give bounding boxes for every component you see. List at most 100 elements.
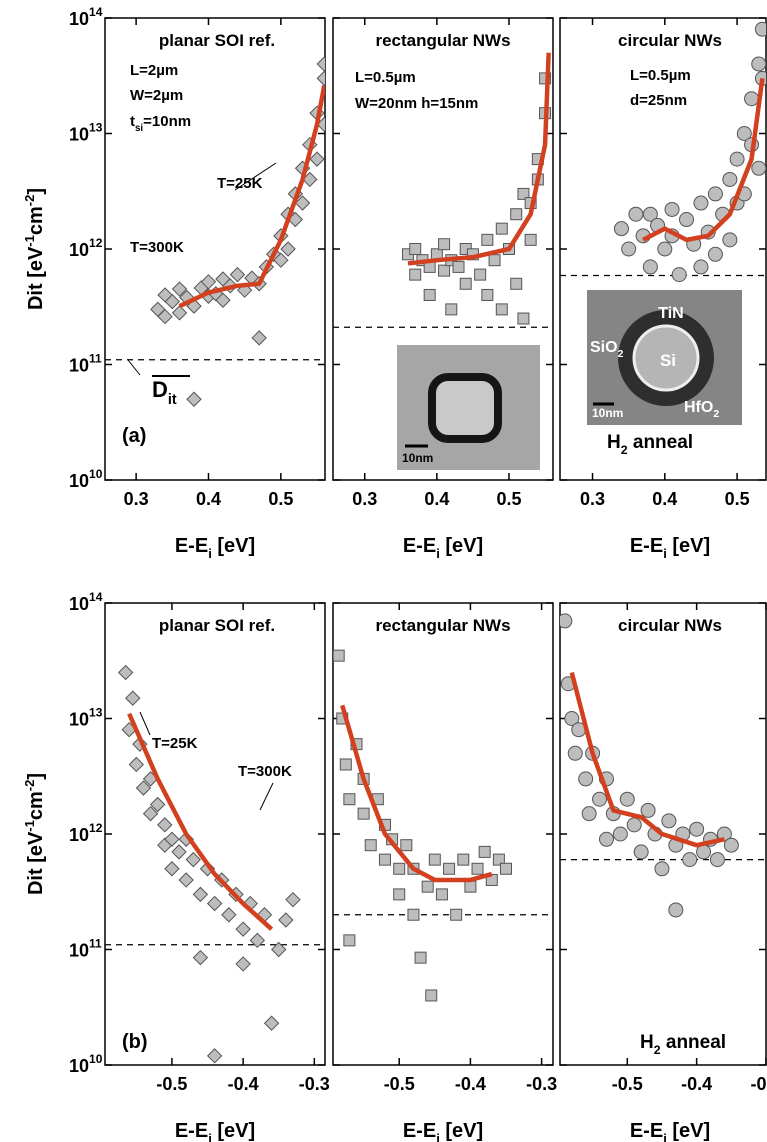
- tick-base: 10: [69, 356, 89, 376]
- point: [357, 807, 370, 820]
- point: [450, 908, 463, 921]
- text-run: [eV]: [212, 1120, 255, 1142]
- tick-exponent: 12: [89, 821, 103, 835]
- point: [723, 837, 739, 853]
- points: [613, 21, 766, 283]
- point: [309, 151, 325, 167]
- text-run: [eV]: [667, 1120, 710, 1142]
- text-run: D: [152, 377, 168, 402]
- annotation: TiN: [658, 305, 683, 322]
- point: [316, 70, 325, 87]
- tick-exponent: 11: [89, 937, 102, 951]
- script-text: 2: [621, 443, 628, 457]
- point: [251, 330, 267, 346]
- point: [414, 951, 427, 964]
- point: [459, 277, 472, 290]
- text-run: [eV]: [440, 1120, 483, 1142]
- panel-title: rectangular NWs: [375, 31, 510, 50]
- point: [488, 254, 501, 267]
- text-run: =10nm: [143, 113, 191, 130]
- point: [510, 277, 523, 290]
- x-axis-label: E-Ei [eV]: [175, 1120, 255, 1142]
- tick-exponent: 12: [89, 236, 103, 250]
- point: [560, 613, 573, 629]
- script-text: -2: [22, 780, 37, 792]
- panel: -0.5 -0.4 -0.3 E-Ei [eV] rectangular NWs: [332, 602, 557, 1142]
- annotation: T=25K: [152, 735, 198, 752]
- script-text: i: [208, 546, 212, 561]
- x-axis-label: E-Ei [eV]: [630, 1120, 710, 1142]
- y-tick-label: 1014: [69, 5, 103, 29]
- tick-base: 10: [69, 941, 89, 961]
- tick-exponent: 11: [89, 352, 102, 366]
- panel-title: circular NWs: [618, 31, 722, 50]
- point: [271, 941, 287, 958]
- point: [157, 817, 173, 833]
- x-axis-label: E-Ei [eV]: [175, 535, 255, 561]
- point: [751, 56, 766, 72]
- text-run: d=25nm: [630, 92, 687, 109]
- point: [492, 853, 505, 866]
- tick-exponent: 10: [89, 467, 103, 481]
- point: [364, 839, 377, 852]
- x-tick-label: 0.5: [496, 489, 521, 509]
- point: [633, 844, 649, 860]
- script-text: -1: [22, 820, 37, 832]
- annotation: W=20nm h=15nm: [355, 95, 478, 112]
- y-tick-label: 1013: [69, 121, 103, 145]
- x-tick-label: 0.3: [124, 489, 149, 509]
- annotation: L=0.5µm: [355, 69, 416, 86]
- point: [524, 233, 537, 246]
- x-tick-label: 0.3: [352, 489, 377, 509]
- point: [142, 805, 159, 822]
- plot-frame: [332, 602, 554, 1066]
- text-run: E-E: [630, 1120, 663, 1142]
- text-run: H: [640, 1032, 654, 1053]
- script-text: i: [663, 546, 667, 561]
- point: [206, 895, 223, 912]
- tick-base: 10: [69, 9, 89, 29]
- point: [235, 956, 251, 972]
- point: [671, 267, 687, 283]
- annotation: T=300K: [130, 239, 184, 256]
- text-run: T=25K: [152, 735, 198, 752]
- point: [178, 872, 194, 888]
- point: [117, 664, 134, 681]
- point: [249, 932, 266, 949]
- point: [640, 802, 656, 818]
- point: [423, 288, 436, 301]
- annotation: 10nm: [402, 451, 433, 465]
- point: [642, 259, 658, 275]
- point: [657, 241, 673, 257]
- point: [273, 252, 289, 268]
- point: [661, 813, 677, 829]
- text-run: [eV]: [667, 535, 710, 557]
- point: [464, 880, 477, 893]
- point: [474, 268, 487, 281]
- points: [402, 52, 552, 325]
- annotation: H2 anneal: [640, 1032, 726, 1057]
- fit-line: [178, 85, 325, 309]
- point: [517, 312, 530, 325]
- point: [409, 243, 422, 255]
- text-run: anneal: [661, 1032, 726, 1053]
- point: [435, 888, 448, 901]
- x-tick-label: 0.5: [725, 489, 750, 509]
- y-tick-label: 1010: [69, 467, 103, 491]
- script-text: -1: [22, 235, 37, 247]
- point: [192, 886, 209, 903]
- script-text: i: [436, 546, 440, 561]
- y-tick-label: 1011: [69, 352, 102, 376]
- tick-exponent: 13: [89, 706, 103, 720]
- point: [280, 241, 296, 257]
- point: [407, 908, 420, 921]
- x-tick-label: -0.4: [681, 1074, 712, 1094]
- text-run: T=300K: [238, 763, 292, 780]
- point: [612, 826, 628, 842]
- points: [333, 649, 513, 1002]
- script-text: 2: [654, 1043, 661, 1057]
- script-text: i: [208, 1131, 212, 1142]
- annotation: HfO2: [684, 399, 719, 420]
- fit-line: [127, 712, 274, 931]
- points: [150, 56, 325, 407]
